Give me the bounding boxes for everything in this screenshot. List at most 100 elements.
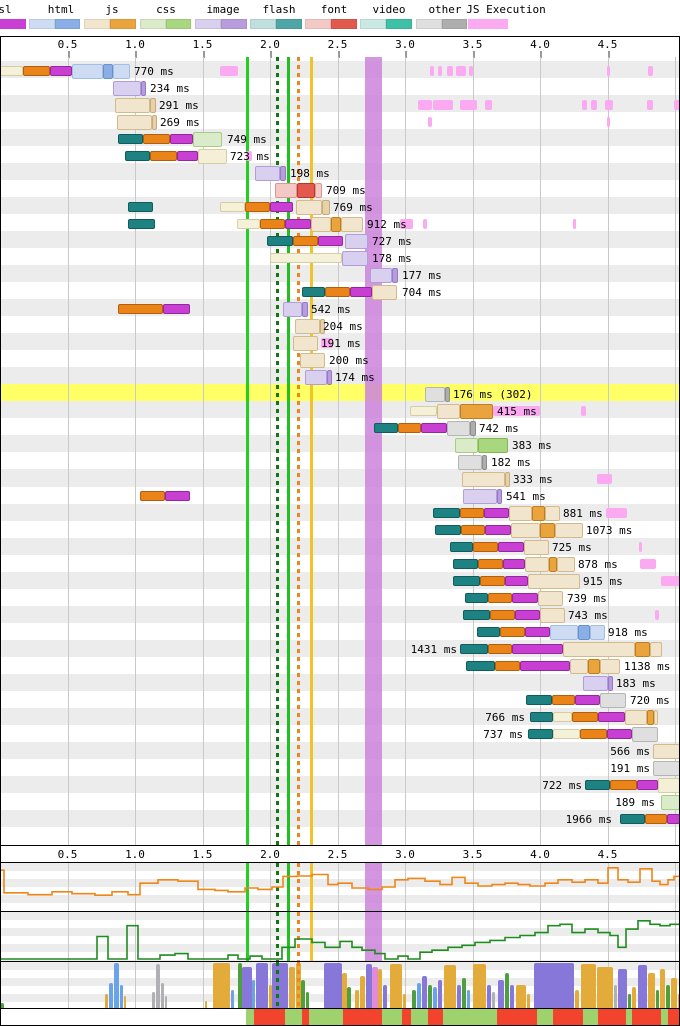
main-thread-activity-bar (213, 963, 230, 1008)
request-bar-segment-h_l (72, 63, 103, 79)
legend-item-flash: flash (0, 0, 680, 31)
legend: sl html js css image flash font video other JS Ex… (0, 0, 680, 31)
waterfall-row: 200 ms (0, 352, 680, 369)
main-thread-activity-bar (656, 990, 659, 1008)
axis-tick-label: 1.5 (192, 848, 213, 861)
request-bar-segment-dns (302, 286, 325, 297)
gridline (270, 863, 271, 911)
request-bar-segment-j_l (296, 199, 322, 215)
row-stripe (0, 435, 680, 453)
legend-swatch-light (140, 19, 166, 29)
request-bar-segment-ssl (503, 559, 525, 570)
request-bar-segment-cn (325, 286, 350, 297)
main-thread-chart (0, 962, 680, 1008)
request-bar-segment-i_l (283, 301, 302, 317)
request-bar-segment-ssl (598, 712, 625, 723)
interactivity-segment (402, 1009, 411, 1025)
js-execution-mark (648, 65, 653, 76)
request-bar-segment-cr (220, 201, 245, 212)
request-bar-segment-dns (620, 814, 645, 825)
main-thread-activity-bar (575, 990, 579, 1008)
request-bar-segment-cr (270, 252, 342, 263)
row-stripe (0, 418, 680, 436)
event-line-layout-shift (297, 57, 300, 845)
request-time-label: 727 ms (372, 234, 412, 248)
waterfall-row: 183 ms (0, 675, 680, 692)
chart-stripe (0, 887, 680, 895)
request-bar-segment-cn (461, 525, 485, 536)
request-bar-segment-i_d (497, 489, 502, 504)
event-line-layout-shift (297, 863, 300, 911)
request-bar-segment-f_d (297, 182, 315, 198)
request-bar-segment-j_l (437, 403, 460, 419)
request-bar-segment-ssl (421, 422, 447, 433)
separator-line (0, 1008, 680, 1009)
top-time-axis: 0.5 1.0 1.5 2.0 2.5 3.0 3.5 4.0 4.5 (0, 37, 680, 58)
waterfall-row: 739 ms (0, 590, 680, 607)
lcp-band (365, 912, 382, 961)
gridline (135, 912, 136, 961)
request-bar-segment-cn (645, 814, 667, 825)
request-time-label: 177 ms (402, 268, 442, 282)
interactivity-segment (285, 1009, 302, 1025)
main-thread-activity-bar (124, 996, 126, 1008)
legend-item-sl: sl (0, 0, 680, 31)
chart-stripe (0, 912, 680, 920)
main-thread-activity-bar (324, 963, 342, 1008)
request-bar-segment-j_l (625, 710, 647, 726)
request-bar-segment-i_d (141, 80, 146, 96)
waterfall-row: 918 ms (0, 624, 680, 641)
axis-tick-label: 1.0 (125, 848, 145, 861)
axis-tick-label: 3.0 (395, 848, 415, 861)
request-bar-segment-crc (198, 148, 227, 164)
main-thread-activity-bar (428, 985, 432, 1008)
legend-swatch-light (195, 19, 221, 29)
js-execution-mark (447, 65, 453, 76)
axis-tick-label: 4.0 (530, 38, 550, 51)
request-bar-segment-dns (466, 661, 495, 672)
row-stripe (0, 350, 680, 368)
main-thread-activity-bar (120, 985, 123, 1008)
legend-item-font: font (0, 0, 680, 31)
request-bar-segment-i_d (608, 676, 613, 692)
request-time-label: 766 ms (485, 711, 525, 725)
request-bar-segment-ssl (350, 286, 372, 297)
main-thread-activity-bar (105, 994, 108, 1008)
axis-tick-label: 2.0 (260, 38, 280, 51)
gridline (337, 57, 339, 845)
waterfall-row: 743 ms (0, 607, 680, 624)
request-time-label: 912 ms (367, 217, 407, 231)
main-thread-activity-bar (534, 963, 574, 1008)
interactivity-segment (661, 1009, 668, 1025)
request-bar-segment-cn (490, 610, 515, 621)
legend-item-html: html (0, 0, 680, 31)
request-time-label: 704 ms (402, 285, 442, 299)
gridline (405, 57, 406, 845)
event-line-first-contentful-paint (276, 962, 279, 1008)
main-thread-activity-bar (161, 983, 164, 1008)
interactivity-segment (598, 1009, 626, 1025)
legend-label: font (320, 3, 348, 16)
request-bar-segment-f_l (315, 182, 322, 198)
interactivity-bar (0, 1009, 680, 1025)
request-bar-segment-j_l (525, 557, 549, 573)
gridline (270, 912, 271, 961)
cpu-chart-line (0, 867, 680, 896)
bandwidth-chart-line (0, 920, 680, 960)
request-bar-segment-c_l (455, 437, 478, 453)
main-thread-activity-bar (671, 978, 677, 1008)
request-time-label: 770 ms (134, 64, 174, 78)
interactivity-segment (411, 1009, 428, 1025)
request-bar-segment-cn (500, 627, 525, 638)
legend-label: video (372, 3, 406, 16)
chart-stripe (0, 936, 680, 944)
event-line-start-render (246, 863, 249, 911)
main-thread-activity-bar (581, 964, 596, 1008)
js-execution-mark (607, 116, 610, 127)
legend-label: flash (262, 3, 296, 16)
request-bar-segment-dns (128, 218, 155, 229)
request-bar-segment-cn (480, 576, 505, 587)
request-time-label: 722 ms (542, 779, 582, 793)
row-stripe (0, 775, 680, 794)
request-bar-segment-ssl (575, 695, 600, 706)
